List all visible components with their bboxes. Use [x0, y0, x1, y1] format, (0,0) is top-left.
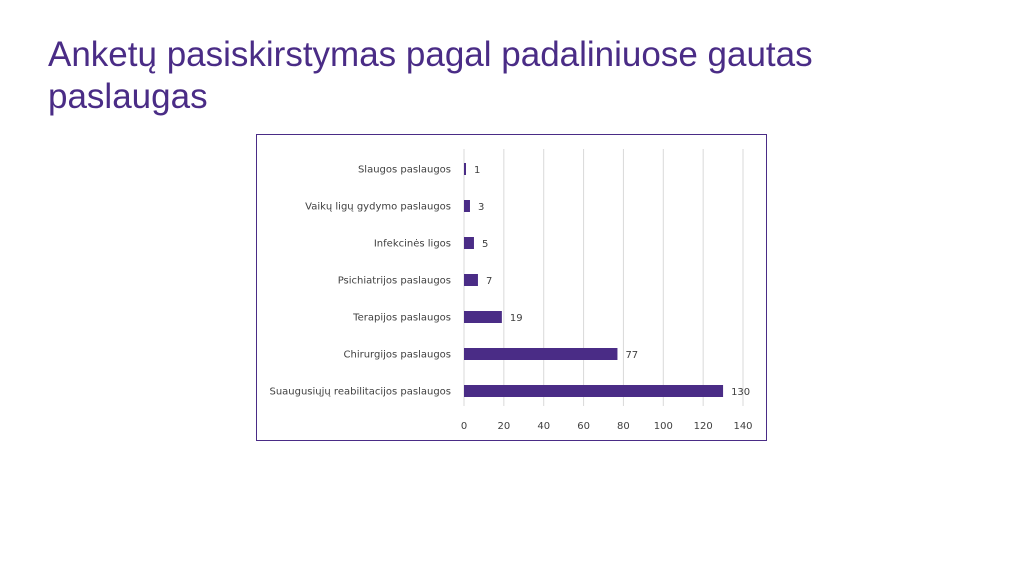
category-label: Suaugusiųjų reabilitacijos paslaugos [269, 387, 451, 398]
slide-title: Anketų pasiskirstymas pagal padaliniuose… [48, 35, 813, 116]
bar [464, 274, 478, 286]
bar [464, 348, 618, 360]
x-axis-ticks: 0 20 40 60 80 100 120 140 [461, 421, 753, 432]
bar [464, 385, 724, 397]
bars [464, 163, 724, 397]
x-tick-label: 60 [577, 421, 590, 432]
data-label: 130 [731, 387, 750, 398]
bar-chart: Slaugos paslaugos Vaikų ligų gydymo pasla… [269, 149, 753, 432]
category-label: Vaikų ligų gydymo paslaugos [305, 202, 451, 213]
data-label: 7 [486, 276, 492, 287]
chart-frame: Slaugos paslaugos Vaikų ligų gydymo pasla… [256, 134, 767, 441]
x-tick-label: 80 [617, 421, 630, 432]
x-tick-label: 20 [497, 421, 510, 432]
x-tick-label: 140 [733, 421, 752, 432]
x-tick-label: 40 [537, 421, 550, 432]
category-label: Chirurgijos paslaugos [344, 350, 452, 361]
bar [464, 311, 502, 323]
category-label: Terapijos paslaugos [352, 313, 451, 324]
x-tick-label: 100 [654, 421, 673, 432]
data-labels: 1 3 5 7 19 77 130 [474, 165, 750, 398]
bar [464, 200, 470, 212]
gridlines [463, 149, 744, 406]
data-label: 19 [510, 313, 523, 324]
bar [464, 163, 466, 175]
category-labels: Slaugos paslaugos Vaikų ligų gydymo pasla… [269, 165, 451, 398]
x-tick-label: 120 [694, 421, 713, 432]
data-label: 5 [482, 239, 488, 250]
data-label: 1 [474, 165, 480, 176]
data-label: 3 [478, 202, 484, 213]
bar [464, 237, 474, 249]
category-label: Infekcinės ligos [374, 239, 451, 250]
category-label: Slaugos paslaugos [358, 165, 451, 176]
category-label: Psichiatrijos paslaugos [338, 276, 451, 287]
x-tick-label: 0 [461, 421, 467, 432]
data-label: 77 [625, 350, 638, 361]
